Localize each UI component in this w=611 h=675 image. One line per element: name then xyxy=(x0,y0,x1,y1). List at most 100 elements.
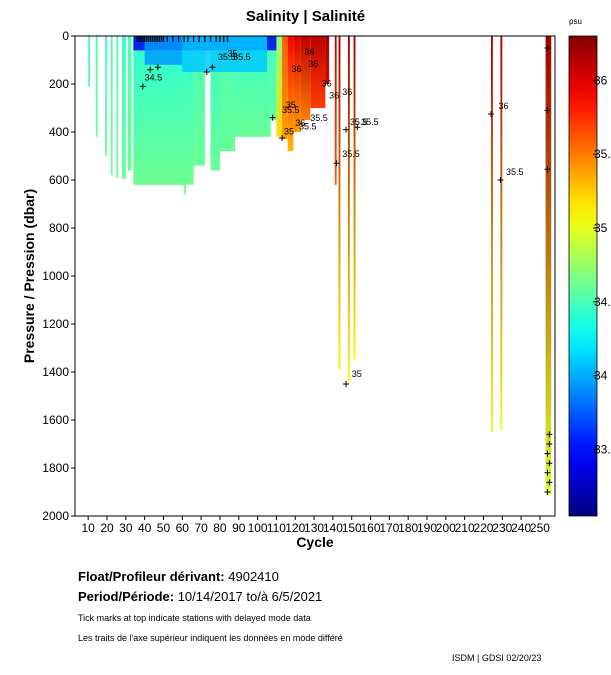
contour-label: 35.5 xyxy=(361,117,379,127)
y-tick-label: 1000 xyxy=(42,269,69,283)
contour-label: 35.5 xyxy=(350,117,368,127)
x-tick-label: 150 xyxy=(342,521,362,535)
station-mark xyxy=(269,114,276,121)
contour-label: 36 xyxy=(291,64,301,74)
contour-label: 35.5 xyxy=(342,149,360,159)
y-tick-label: 0 xyxy=(62,29,69,43)
station-mark xyxy=(343,126,350,133)
station-mark xyxy=(544,469,551,476)
contour-label: 35.5 xyxy=(310,113,328,123)
x-tick-label: 190 xyxy=(417,521,437,535)
profile-bar xyxy=(276,36,283,137)
contour-label: 35 xyxy=(227,48,237,58)
surface-layer xyxy=(182,36,267,72)
float-label: Float/Profileur dérivant: xyxy=(78,569,225,584)
x-tick-label: 130 xyxy=(304,521,324,535)
footer-credit: ISDM | GDSI 02/20/23 xyxy=(452,653,542,663)
x-tick-label: 160 xyxy=(361,521,381,535)
x-tick-label: 200 xyxy=(436,521,456,535)
contour-label: 36 xyxy=(322,78,332,88)
x-tick-label: 170 xyxy=(379,521,399,535)
contour-label: 35.5 xyxy=(282,105,300,115)
profile-bar xyxy=(287,36,294,152)
profile-bar xyxy=(293,36,301,132)
y-tick-label: 1200 xyxy=(42,317,69,331)
contour-label: 35.5 xyxy=(218,52,236,62)
station-mark xyxy=(154,64,161,71)
profile-bar xyxy=(334,36,337,185)
station-mark xyxy=(546,441,553,447)
profile-bar xyxy=(353,36,356,360)
station-mark xyxy=(544,45,551,51)
station-mark xyxy=(203,69,210,75)
x-tick-label: 50 xyxy=(157,521,171,535)
contour-label: 36 xyxy=(295,118,305,128)
colorbar-tick-label: 36 xyxy=(594,73,608,87)
y-tick-label: 400 xyxy=(49,125,69,139)
station-mark xyxy=(544,489,551,495)
period-label: Period/Période: xyxy=(78,589,175,604)
x-tick-label: 30 xyxy=(119,521,133,535)
profile-bar xyxy=(110,36,113,176)
colorbar xyxy=(568,35,598,517)
contour-label: 36 xyxy=(308,59,318,69)
contour-label: 36 xyxy=(499,101,509,111)
profile-bar xyxy=(347,36,350,382)
profile-bar xyxy=(325,36,330,84)
station-mark xyxy=(147,66,154,73)
station-mark xyxy=(546,479,553,486)
profile-bar xyxy=(270,36,277,120)
contour-label: 36 xyxy=(342,87,352,97)
float-info: Float/Profileur dérivant: 4902410 xyxy=(78,569,279,584)
x-tick-label: 180 xyxy=(398,521,418,535)
x-tick-label: 110 xyxy=(267,521,286,535)
profile-bar xyxy=(122,36,126,179)
profile-bar xyxy=(300,36,311,120)
x-tick-label: 250 xyxy=(530,521,550,535)
profile-bar xyxy=(116,36,119,178)
contour-label: 36 xyxy=(305,47,315,57)
contour-label: 35 xyxy=(284,126,294,136)
contour-label: 35.5 xyxy=(506,167,524,177)
profile-bar xyxy=(184,36,187,195)
note-french: Les traits de l'axe supérieur indiquent … xyxy=(78,633,343,643)
contour-label: 35.5 xyxy=(233,52,251,62)
profile-bar xyxy=(282,36,288,140)
x-tick-label: 210 xyxy=(455,521,475,535)
colorbar-tick-label: 34.5 xyxy=(594,295,611,309)
x-tick-label: 40 xyxy=(138,521,152,535)
y-tick-label: 1800 xyxy=(42,461,69,475)
station-mark xyxy=(488,111,494,117)
station-mark xyxy=(209,64,216,71)
profile-bar xyxy=(545,36,552,495)
station-mark xyxy=(546,460,553,467)
station-mark xyxy=(544,107,551,114)
x-tick-label: 240 xyxy=(511,521,531,535)
x-tick-label: 140 xyxy=(323,521,343,535)
station-mark xyxy=(139,83,146,90)
colorbar-tick-label: 35.5 xyxy=(594,147,611,161)
profile-bar xyxy=(127,36,132,171)
y-tick-label: 1600 xyxy=(42,413,69,427)
station-mark xyxy=(544,166,551,173)
station-mark xyxy=(279,135,286,141)
station-mark xyxy=(497,177,504,183)
x-tick-label: 70 xyxy=(194,521,208,535)
profile-bar xyxy=(95,36,98,137)
period-info: Period/Période: 10/14/2017 to/à 6/5/2021 xyxy=(78,589,322,604)
chart-title: Salinity | Salinité xyxy=(245,8,366,25)
y-tick-label: 800 xyxy=(49,221,69,235)
x-tick-label: 230 xyxy=(492,521,512,535)
colorbar-tick-label: 35 xyxy=(594,221,608,235)
contour-label: 34.5 xyxy=(145,72,163,82)
y-tick-label: 1400 xyxy=(42,365,69,379)
colorbar-tick-label: 33.5 xyxy=(594,443,611,457)
x-tick-label: 90 xyxy=(232,521,246,535)
profile-bar xyxy=(105,36,107,156)
y-axis-label: Pressure / Pression (dbar) xyxy=(21,189,37,363)
x-tick-label: 120 xyxy=(285,521,305,535)
contour-label: 35 xyxy=(286,100,296,110)
y-tick-label: 2000 xyxy=(42,509,69,523)
station-mark xyxy=(354,124,361,131)
salinity-chart: 34.535.53535.535.53535363635.5363635.536… xyxy=(21,17,611,550)
